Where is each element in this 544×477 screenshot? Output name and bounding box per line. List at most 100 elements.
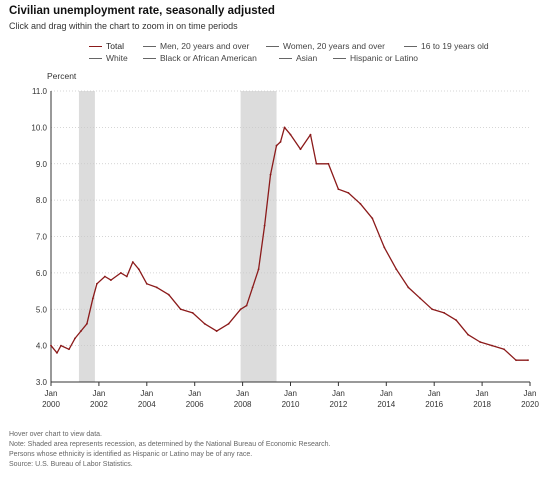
legend-item-hispanic[interactable]: Hispanic or Latino: [333, 53, 418, 63]
y-tick-label: 5.0: [36, 305, 48, 314]
y-tick-label: 7.0: [36, 233, 48, 242]
data-point: [80, 330, 82, 332]
x-tick-label: Jan: [428, 389, 441, 398]
x-tick-label: 2014: [377, 400, 395, 409]
data-point: [103, 275, 106, 278]
data-point: [347, 191, 350, 194]
legend-swatch: [89, 57, 102, 59]
data-point: [137, 268, 140, 271]
data-point: [155, 286, 158, 289]
chart-notes: Hover over chart to view data. Note: Sha…: [9, 430, 330, 470]
legend-label: Men, 20 years and over: [160, 41, 250, 51]
data-point: [503, 348, 505, 351]
data-point: [359, 202, 362, 205]
x-tick-label: 2012: [330, 400, 348, 409]
data-point: [479, 341, 482, 343]
legend-swatch: [333, 57, 346, 59]
note-hover: Hover over chart to view data.: [9, 431, 102, 438]
x-tick-label: 2020: [521, 400, 539, 409]
note-ethnicity: Persons whose ethnicity is identified as…: [9, 451, 253, 458]
legend-label: Hispanic or Latino: [350, 53, 419, 63]
data-point: [251, 286, 254, 289]
data-point: [315, 162, 318, 165]
chart-title: Civilian unemployment rate, seasonally a…: [9, 5, 275, 17]
data-point: [327, 162, 330, 165]
x-tick-label: Jan: [380, 389, 393, 398]
line-chart[interactable]: 3.0 4.0 5.0 6.0 7.0 8.0 9.0 10.0 11.0 Jan 2000 Jan 2…: [0, 0, 544, 420]
note-recession: Note: Shaded area represents recession, …: [9, 441, 331, 448]
data-point: [68, 348, 70, 351]
y-tick-label: 8.0: [36, 196, 48, 205]
data-point: [443, 311, 446, 314]
data-point: [269, 173, 272, 176]
data-point: [455, 319, 458, 322]
data-point: [119, 271, 122, 274]
legend-item-16-19[interactable]: 16 to 19 years old: [404, 41, 489, 51]
x-tick-label: 2008: [234, 400, 252, 409]
series-line-total: [50, 126, 528, 361]
data-point: [279, 141, 282, 143]
legend-label: White: [106, 53, 128, 63]
x-tick-label: Jan: [92, 389, 105, 398]
x-tick-label: 2002: [90, 400, 108, 409]
data-point: [371, 217, 374, 220]
legend-label: Women, 20 years and over: [283, 41, 385, 51]
data-point: [191, 311, 194, 314]
data-point: [131, 261, 134, 263]
data-point: [467, 333, 470, 336]
data-point: [167, 293, 170, 296]
x-tick-label: Jan: [476, 389, 489, 398]
y-tick-label: 6.0: [36, 269, 48, 278]
data-point: [60, 344, 62, 347]
data-point: [395, 268, 398, 271]
x-tick-label: 2016: [425, 400, 443, 409]
data-point: [257, 268, 260, 271]
data-point: [289, 133, 292, 136]
y-tick-label: 11.0: [32, 87, 48, 96]
x-tick-label: 2004: [138, 400, 156, 409]
data-point: [263, 224, 266, 227]
data-point: [92, 297, 94, 300]
legend-swatch: [143, 57, 156, 59]
data-point: [527, 359, 529, 362]
note-source: Source: U.S. Bureau of Labor Statistics.: [9, 461, 133, 468]
data-point: [109, 279, 112, 282]
data-point: [491, 344, 493, 347]
data-point: [145, 282, 148, 285]
x-tick-label: Jan: [188, 389, 201, 398]
data-point: [56, 352, 58, 354]
y-tick-label: 3.0: [36, 378, 48, 387]
y-axis-label: Percent: [47, 71, 77, 81]
data-point: [245, 304, 248, 307]
y-tick-label: 9.0: [36, 160, 48, 169]
data-point: [227, 322, 230, 325]
data-point: [239, 308, 242, 311]
chart-subtitle: Click and drag within the chart to zoom …: [9, 21, 238, 31]
data-point: [431, 308, 434, 311]
data-point: [283, 126, 286, 129]
x-tick-label: Jan: [284, 389, 297, 398]
legend-label: Black or African American: [160, 53, 257, 63]
legend-swatch: [404, 45, 417, 47]
legend-item-women-20-over[interactable]: Women, 20 years and over: [266, 41, 385, 51]
data-point: [275, 144, 278, 147]
legend-swatch: [89, 45, 102, 47]
data-point: [299, 148, 302, 151]
x-tick-label: Jan: [140, 389, 153, 398]
data-point: [407, 286, 410, 289]
legend-item-asian[interactable]: Asian: [279, 53, 317, 63]
data-point: [74, 337, 76, 340]
y-tick-label: 10.0: [31, 123, 47, 132]
legend-item-black[interactable]: Black or African American: [143, 53, 257, 63]
legend-label: Total: [106, 41, 124, 51]
legend-item-total[interactable]: Total: [89, 41, 124, 51]
x-tick-label: Jan: [332, 389, 345, 398]
data-point: [337, 188, 340, 191]
legend-item-white[interactable]: White: [89, 53, 128, 63]
legend-item-men-20-over[interactable]: Men, 20 years and over: [143, 41, 249, 51]
data-point: [179, 308, 182, 311]
data-point: [86, 322, 88, 325]
x-tick-label: 2006: [186, 400, 204, 409]
data-point: [96, 282, 98, 285]
x-tick-label: Jan: [45, 389, 58, 398]
